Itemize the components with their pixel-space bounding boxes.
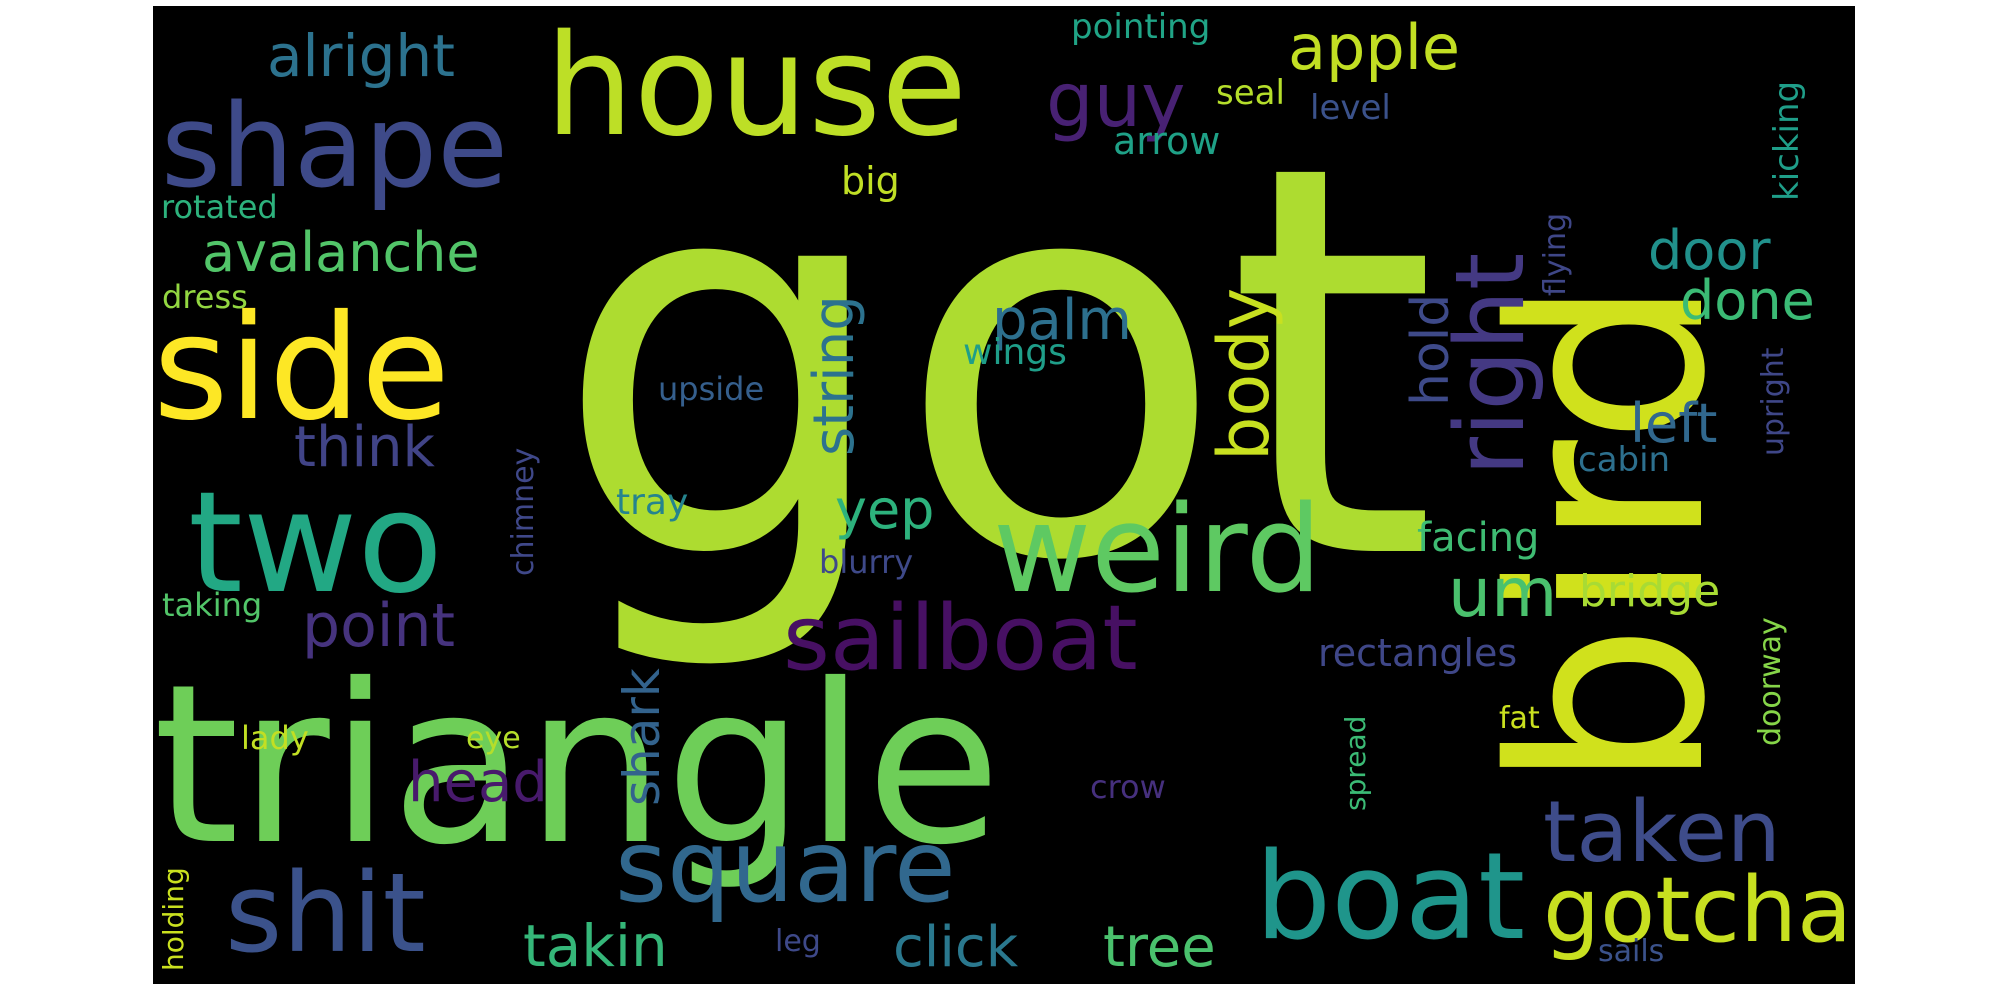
word-square: square	[615, 808, 956, 925]
word-weird: weird	[993, 481, 1322, 620]
word-upright: upright	[1756, 347, 1791, 456]
word-wings: wings	[963, 332, 1067, 373]
word-palm: palm	[992, 288, 1132, 353]
word-spread: spread	[1339, 716, 1372, 811]
word-left: left	[1630, 392, 1717, 455]
word-fat: fat	[1499, 701, 1540, 736]
word-rectangles: rectangles	[1318, 631, 1517, 675]
word-side: side	[153, 284, 450, 453]
word-house: house	[545, 6, 967, 168]
word-yep: yep	[835, 478, 934, 541]
word-gotcha: gotcha	[1543, 858, 1852, 963]
word-doorway: doorway	[1753, 617, 1788, 746]
word-bird: bird	[1456, 277, 1764, 791]
word-string: string	[802, 295, 867, 456]
word-blurry: blurry	[819, 543, 913, 581]
word-facing: facing	[1417, 515, 1539, 561]
word-cabin: cabin	[1578, 440, 1670, 480]
word-apple: apple	[1288, 11, 1460, 84]
word-tree: tree	[1103, 915, 1216, 980]
word-takin: takin	[523, 912, 668, 980]
word-head: head	[408, 750, 548, 815]
word-seal: seal	[1216, 73, 1285, 113]
word-point: point	[302, 591, 455, 661]
word-level: level	[1310, 88, 1391, 128]
word-rotated: rotated	[161, 188, 278, 226]
word-triangle: triangle	[153, 637, 1001, 893]
word-got: got	[553, 51, 1438, 679]
word-shit: shit	[225, 849, 426, 977]
word-crow: crow	[1090, 768, 1166, 806]
word-tray: tray	[616, 482, 688, 523]
word-leg: leg	[775, 924, 821, 959]
word-right: right	[1436, 253, 1546, 476]
word-holding: holding	[157, 867, 190, 971]
word-avalanche: avalanche	[202, 221, 480, 284]
word-chimney: chimney	[506, 448, 541, 576]
word-arrow: arrow	[1113, 119, 1220, 163]
word-boat: boat	[1255, 828, 1525, 967]
word-shark: shark	[613, 668, 671, 806]
word-hold: hold	[1401, 294, 1461, 406]
word-sailboat: sailboat	[783, 586, 1138, 691]
word-two: two	[188, 462, 443, 625]
word-dress: dress	[162, 278, 248, 316]
word-sails: sails	[1598, 934, 1664, 969]
word-door: door	[1648, 219, 1771, 282]
word-upside: upside	[658, 370, 764, 408]
cloud-background	[153, 6, 1855, 984]
word-alright: alright	[267, 22, 455, 90]
word-flying: flying	[1538, 213, 1573, 296]
word-taking: taking	[162, 586, 262, 624]
word-click: click	[893, 915, 1019, 980]
word-big: big	[841, 159, 900, 203]
word-um: um	[1448, 554, 1557, 633]
word-pointing: pointing	[1071, 7, 1210, 47]
word-think: think	[294, 415, 436, 480]
word-lady: lady	[241, 719, 309, 757]
word-done: done	[1680, 269, 1815, 332]
word-eye: eye	[466, 721, 521, 756]
word-kicking: kicking	[1767, 81, 1807, 201]
word-taken: taken	[1543, 783, 1781, 882]
word-shape: shape	[161, 80, 508, 214]
word-body: body	[1203, 288, 1285, 461]
word-bridge: bridge	[1579, 566, 1720, 617]
word-guy: guy	[1046, 56, 1186, 144]
